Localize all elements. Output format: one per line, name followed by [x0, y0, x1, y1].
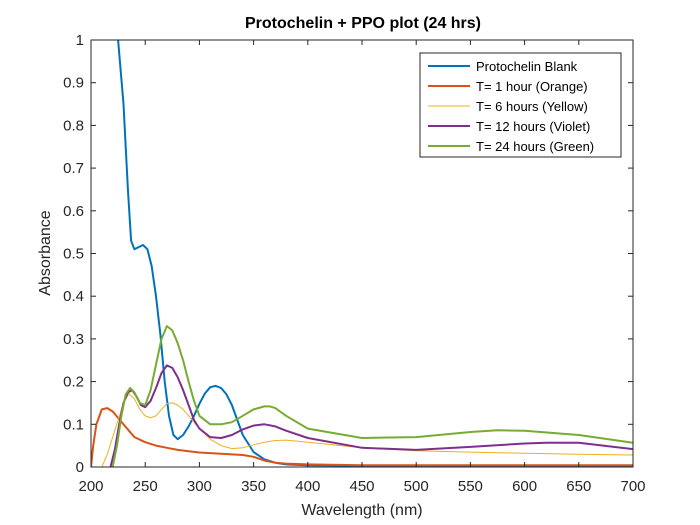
- legend-entry-2: T= 1 hour (Orange): [476, 79, 588, 94]
- x-tick-label: 250: [133, 478, 158, 495]
- y-tick-label: 0.9: [63, 75, 84, 92]
- legend-entry-4: T= 12 hours (Violet): [476, 119, 590, 134]
- y-tick-label: 0: [76, 459, 84, 476]
- series-line-3: [101, 393, 633, 467]
- legend-entry-5: T= 24 hours (Green): [476, 139, 594, 154]
- series-layer: [91, 40, 633, 467]
- x-tick-label: 400: [295, 478, 320, 495]
- y-axis-label: Absorbance: [37, 210, 54, 295]
- x-tick-label: 200: [78, 478, 103, 495]
- y-tick-label: 0.6: [63, 203, 84, 220]
- x-tick-label: 350: [241, 478, 266, 495]
- legend: Protochelin Blank T= 1 hour (Orange) T= 6 …: [419, 52, 622, 158]
- x-tick-label: 700: [620, 478, 645, 495]
- y-tick-label: 0.5: [63, 246, 84, 263]
- x-tick-label: 450: [349, 478, 374, 495]
- series-line-2: [91, 407, 633, 467]
- legend-entry-1: Protochelin Blank: [476, 59, 578, 74]
- x-tick-label: 600: [512, 478, 537, 495]
- y-tick-label: 0.7: [63, 160, 84, 177]
- x-axis-label: Wavelength (nm): [301, 502, 422, 519]
- y-tick-label: 1: [76, 32, 84, 49]
- legend-items: Protochelin Blank T= 1 hour (Orange) T= 6 …: [428, 59, 594, 154]
- x-tick-label: 500: [404, 478, 429, 495]
- chart-title: Protochelin + PPO plot (24 hrs): [245, 15, 481, 32]
- x-tick-label: 650: [566, 478, 591, 495]
- y-tick-label: 0.1: [63, 416, 84, 433]
- ticks-layer: 200 250 300 350 400 450 500 550 600 650 700 0 0.1 0.2…: [63, 32, 645, 495]
- y-tick-label: 0.3: [63, 331, 84, 348]
- x-tick-label: 550: [458, 478, 483, 495]
- legend-box: [419, 52, 622, 158]
- y-tick-label: 0.4: [63, 288, 84, 305]
- y-tick-label: 0.2: [63, 374, 84, 391]
- series-line-5: [111, 325, 633, 467]
- legend-entry-3: T= 6 hours (Yellow): [476, 99, 588, 114]
- x-tick-label: 300: [187, 478, 212, 495]
- axes-box: [90, 39, 634, 468]
- y-tick-label: 0.8: [63, 117, 84, 134]
